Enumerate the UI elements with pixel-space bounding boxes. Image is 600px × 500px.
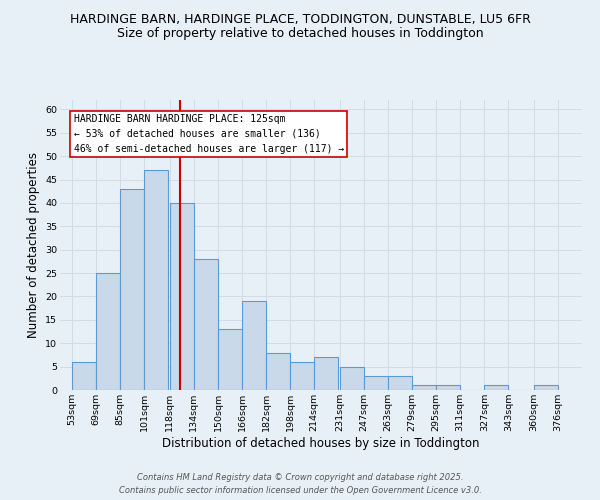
Bar (218, 329, 242, 390)
Bar (412, 386, 436, 390)
Bar (266, 352, 290, 390)
Bar (290, 362, 314, 390)
Bar (170, 203, 194, 390)
Bar (120, 189, 144, 390)
Text: HARDINGE BARN HARDINGE PLACE: 125sqm
← 53% of detached houses are smaller (136)
: HARDINGE BARN HARDINGE PLACE: 125sqm ← 5… (74, 114, 344, 154)
Bar (314, 358, 338, 390)
X-axis label: Distribution of detached houses by size in Toddington: Distribution of detached houses by size … (162, 437, 480, 450)
Bar (96, 273, 120, 390)
Y-axis label: Number of detached properties: Number of detached properties (26, 152, 40, 338)
Text: Contains HM Land Registry data © Crown copyright and database right 2025.
Contai: Contains HM Land Registry data © Crown c… (119, 474, 481, 495)
Text: HARDINGE BARN, HARDINGE PLACE, TODDINGTON, DUNSTABLE, LU5 6FR: HARDINGE BARN, HARDINGE PLACE, TODDINGTO… (70, 12, 530, 26)
Bar (194, 259, 218, 390)
Bar (72, 362, 96, 390)
Bar (144, 170, 169, 390)
Bar (436, 386, 460, 390)
Bar (484, 386, 508, 390)
Bar (242, 301, 266, 390)
Bar (534, 386, 558, 390)
Bar (388, 376, 412, 390)
Bar (364, 376, 388, 390)
Text: Size of property relative to detached houses in Toddington: Size of property relative to detached ho… (116, 28, 484, 40)
Bar (340, 366, 364, 390)
